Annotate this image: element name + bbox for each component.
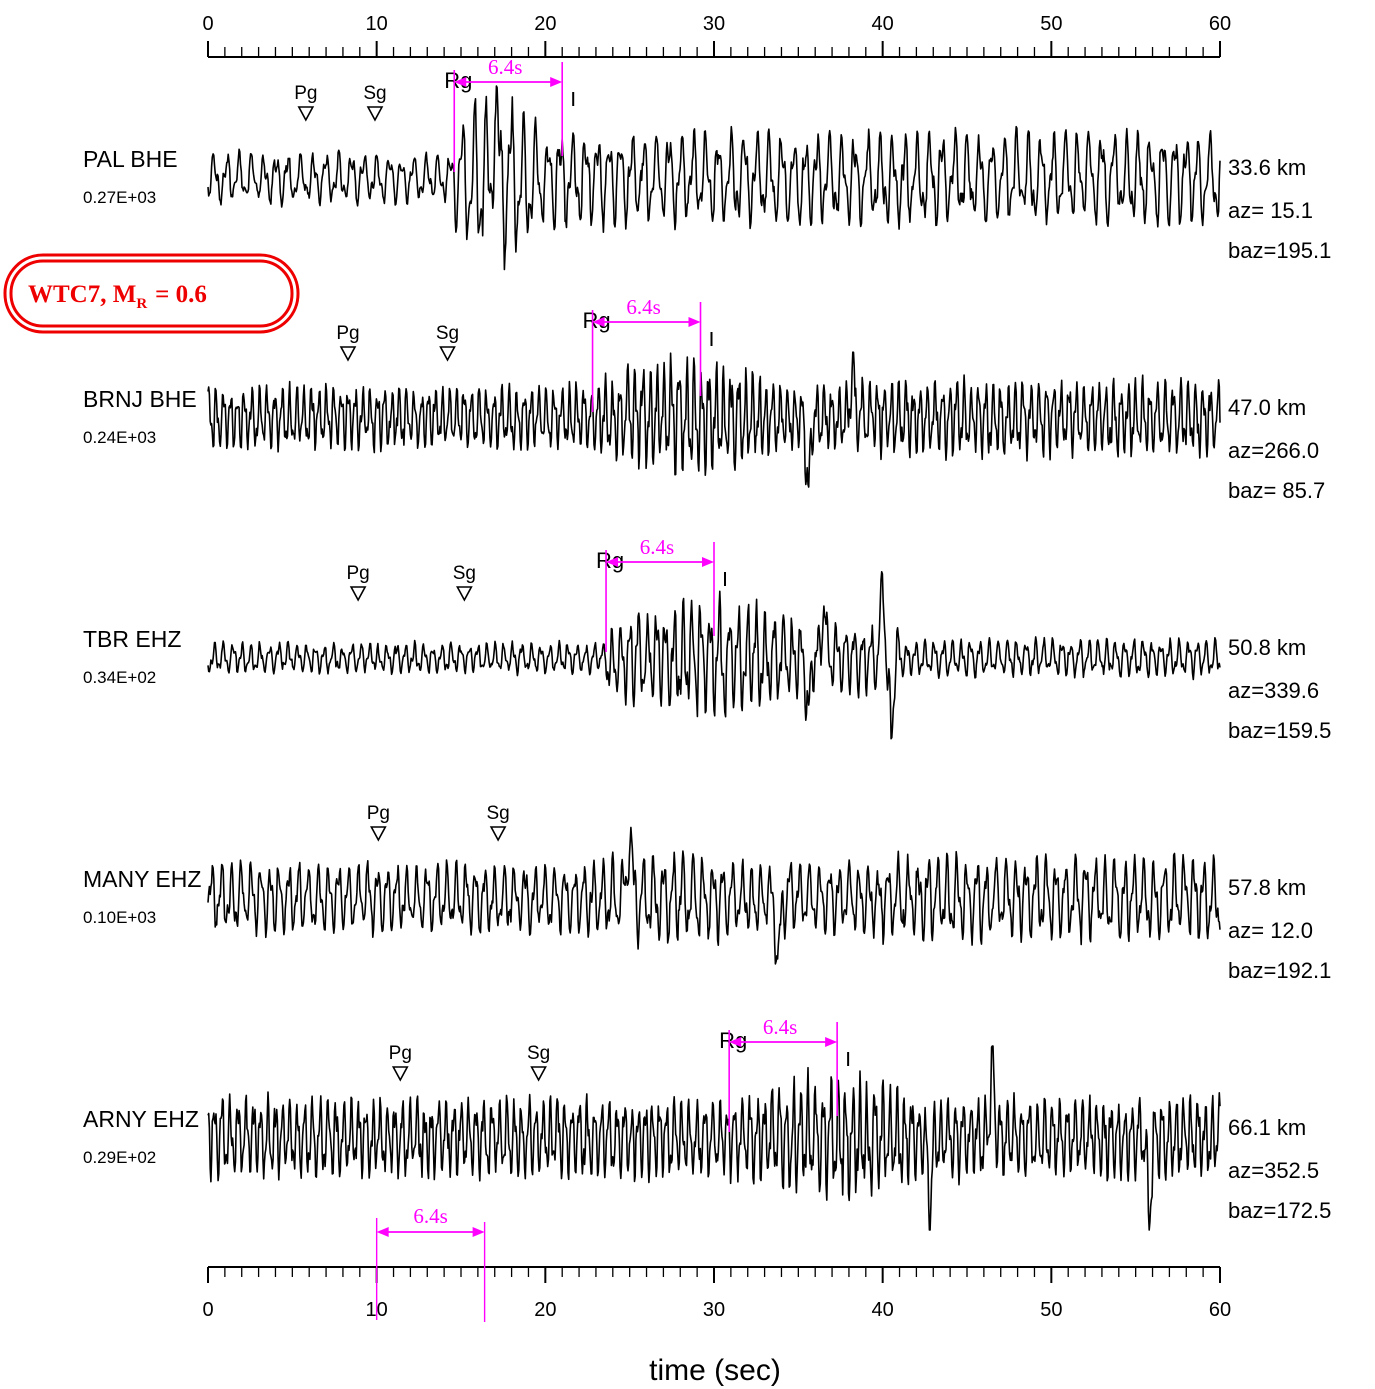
phase-marker-triangle — [366, 106, 384, 122]
bottom-tick-label: 20 — [534, 1299, 556, 1321]
window-arrowhead-left — [729, 1037, 742, 1047]
station-name: MANY EHZ — [83, 866, 201, 892]
amplitude-scale: 0.24E+03 — [83, 428, 156, 447]
station-labels: PAL BHE 0.27E+03 33.6 km az= 15.1 baz=195.1 B… — [83, 146, 1331, 1223]
phase-label-pg: Pg — [346, 563, 369, 584]
trace-arny-ehz — [207, 1045, 1221, 1231]
station-back-azimuth: baz= 85.7 — [1228, 478, 1325, 503]
station-name: BRNJ BHE — [83, 386, 197, 412]
trace-pal-bhe — [207, 85, 1221, 271]
station-name: PAL BHE — [83, 146, 178, 172]
phase-label-pg: Pg — [367, 803, 390, 824]
phase-label-sg: Sg — [436, 323, 459, 344]
station-distance: 57.8 km — [1228, 875, 1306, 900]
window-arrowhead-left — [592, 317, 605, 327]
station-azimuth: az=352.5 — [1228, 1158, 1319, 1183]
window-duration-label: 6.4s — [763, 1015, 797, 1039]
scale-bar-label: 6.4s — [413, 1204, 447, 1228]
station-back-azimuth: baz=195.1 — [1228, 238, 1331, 263]
phase-label-sg: Sg — [453, 563, 476, 584]
top-tick-label: 0 — [202, 13, 213, 35]
window-arrowhead-left — [454, 77, 467, 87]
svg-text:WTC7, MR= 0.6: WTC7, MR = 0.6 — [28, 281, 207, 312]
station-name: TBR EHZ — [83, 626, 181, 652]
badge-subscript: R — [136, 296, 147, 312]
phase-marker-triangle — [349, 586, 367, 602]
badge-value: = 0.6 — [155, 281, 207, 308]
phase-marker-triangle — [489, 826, 507, 842]
bottom-tick-label: 40 — [872, 1299, 894, 1321]
window-duration-label: 6.4s — [488, 55, 522, 79]
window-duration-label: 6.4s — [626, 295, 660, 319]
bottom-tick-label: 0 — [202, 1299, 213, 1321]
trace-many-ehz — [207, 826, 1221, 965]
amplitude-scale: 0.10E+03 — [83, 908, 156, 927]
top-tick-label: 50 — [1040, 13, 1062, 35]
event-badge: WTC7, MR = 0.6 — [3, 253, 300, 334]
station-distance: 47.0 km — [1228, 395, 1306, 420]
top-tick-label: 30 — [703, 13, 725, 35]
scale-bar-arrowhead-right — [472, 1227, 485, 1237]
phase-marker-triangle — [456, 586, 473, 602]
x-axis-label: time (sec) — [649, 1354, 781, 1387]
phase-label-pg: Pg — [389, 1043, 412, 1064]
station-distance: 50.8 km — [1228, 635, 1306, 660]
station-azimuth: az=266.0 — [1228, 438, 1319, 463]
phase-marker-triangle — [297, 106, 315, 122]
station-name: ARNY EHZ — [83, 1106, 199, 1132]
phase-label-pg: Pg — [294, 83, 317, 104]
phase-marker-triangle — [339, 346, 357, 362]
window-duration-label: 6.4s — [640, 535, 674, 559]
top-tick-label: 10 — [366, 13, 388, 35]
window-arrowhead-left — [606, 557, 619, 567]
scale-bar-arrowhead-left — [376, 1227, 389, 1237]
top-tick-label: 60 — [1209, 13, 1231, 35]
phase-label-pg: Pg — [336, 323, 359, 344]
station-azimuth: az= 15.1 — [1228, 198, 1313, 223]
window-arrowhead-right — [702, 557, 714, 567]
bottom-tick-label: 60 — [1209, 1299, 1231, 1321]
top-tick-label: 40 — [872, 13, 894, 35]
station-back-azimuth: baz=192.1 — [1228, 958, 1331, 983]
phase-marker-triangle — [439, 346, 456, 362]
amplitude-scale: 0.27E+03 — [83, 188, 156, 207]
station-distance: 33.6 km — [1228, 155, 1306, 180]
top-time-axis: 0 10 20 30 40 50 60 — [202, 13, 1231, 58]
amplitude-scale: 0.29E+02 — [83, 1148, 156, 1167]
phase-label-sg: Sg — [527, 1043, 550, 1064]
trace-tbr-ehz — [207, 570, 1221, 740]
seismogram-traces — [207, 85, 1221, 1231]
phase-label-sg: Sg — [363, 83, 386, 104]
phase-marker-triangle — [530, 1066, 547, 1082]
bottom-time-axis: 0 10 20 30 40 50 60 — [202, 1266, 1231, 1321]
station-back-azimuth: baz=159.5 — [1228, 718, 1331, 743]
window-arrowhead-right — [825, 1037, 838, 1047]
top-tick-label: 20 — [534, 13, 556, 35]
bottom-tick-label: 30 — [703, 1299, 725, 1321]
station-azimuth: az=339.6 — [1228, 678, 1319, 703]
phase-label-sg: Sg — [486, 803, 509, 824]
station-distance: 66.1 km — [1228, 1115, 1306, 1140]
badge-event-label: WTC7, M — [28, 281, 136, 308]
phase-annotations: PgSgRg6.4sPgSgRg6.4sPgSgRg6.4sPgSgPgSgRg… — [294, 55, 850, 1322]
phase-marker-triangle — [391, 1066, 409, 1082]
window-arrowhead-right — [688, 317, 701, 327]
station-back-azimuth: baz=172.5 — [1228, 1198, 1331, 1223]
bottom-tick-label: 50 — [1040, 1299, 1062, 1321]
amplitude-scale: 0.34E+02 — [83, 668, 156, 687]
phase-marker-triangle — [370, 826, 387, 842]
window-arrowhead-right — [550, 77, 563, 87]
trace-brnj-bhe — [207, 351, 1221, 488]
station-azimuth: az= 12.0 — [1228, 918, 1313, 943]
